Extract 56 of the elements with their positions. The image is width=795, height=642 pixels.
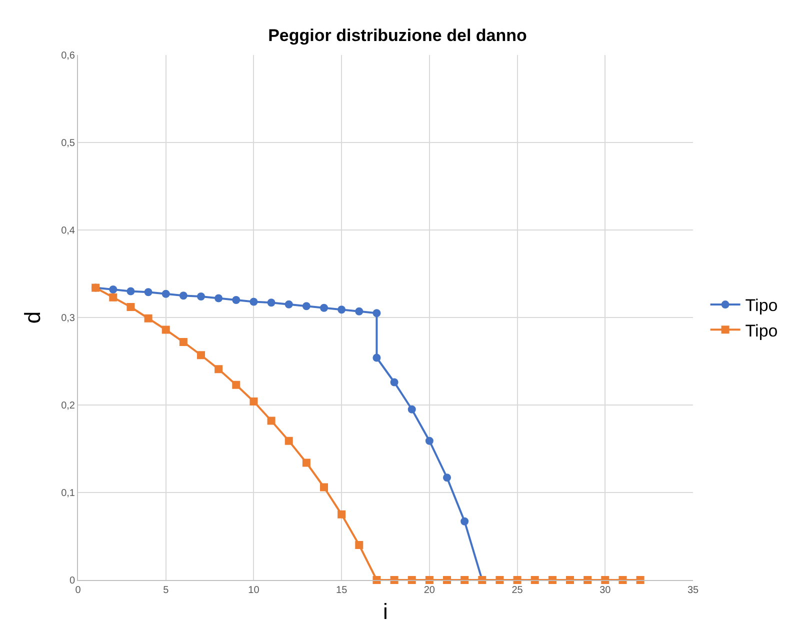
y-tick-label: 0,5 xyxy=(61,138,76,149)
point xyxy=(355,541,364,549)
point xyxy=(250,298,258,306)
point xyxy=(144,288,152,296)
chart-title: Peggior distribuzione del danno xyxy=(268,26,527,45)
point xyxy=(320,304,328,312)
point xyxy=(179,292,188,300)
y-tick-label: 0 xyxy=(69,576,76,586)
point xyxy=(302,302,310,310)
point xyxy=(320,483,328,492)
point xyxy=(408,405,416,414)
point xyxy=(109,293,118,302)
point xyxy=(232,380,240,389)
x-tick-label: 25 xyxy=(512,585,524,596)
point xyxy=(144,314,152,322)
point xyxy=(267,298,276,307)
point xyxy=(267,416,276,425)
point xyxy=(338,510,346,518)
y-tick-label: 0,2 xyxy=(61,400,76,412)
y-tick-label: 0,4 xyxy=(61,226,76,236)
legend-label: Tipo xyxy=(745,321,778,340)
point xyxy=(197,351,205,360)
x-tick-label: 10 xyxy=(248,585,260,596)
point xyxy=(460,517,469,526)
point xyxy=(372,309,381,318)
point xyxy=(232,296,240,304)
point xyxy=(355,307,364,316)
point xyxy=(284,300,293,308)
point xyxy=(214,294,223,302)
point xyxy=(179,338,188,346)
x-tick-label: 30 xyxy=(600,585,612,596)
point xyxy=(425,436,434,445)
x-axis-title: i xyxy=(383,598,388,624)
point xyxy=(162,326,170,334)
x-tick-label: 15 xyxy=(336,585,348,596)
y-tick-label: 0,1 xyxy=(61,488,76,499)
point xyxy=(162,290,170,298)
legend-label: Tipo xyxy=(745,296,778,316)
point xyxy=(126,287,135,296)
x-tick-label: 35 xyxy=(687,585,699,596)
point xyxy=(126,303,135,311)
point xyxy=(443,474,451,482)
point xyxy=(109,286,118,294)
x-tick-label: 20 xyxy=(424,585,436,596)
y-tick-label: 0,3 xyxy=(61,313,76,324)
y-axis-title: d xyxy=(20,311,45,324)
point xyxy=(250,398,258,406)
point xyxy=(284,436,293,445)
point xyxy=(390,378,398,386)
point xyxy=(338,306,346,314)
point xyxy=(372,354,381,362)
point xyxy=(302,458,310,467)
point xyxy=(197,292,205,300)
y-tick-label: 0,6 xyxy=(61,50,76,62)
x-tick-label: 5 xyxy=(163,585,170,596)
point xyxy=(214,365,223,374)
